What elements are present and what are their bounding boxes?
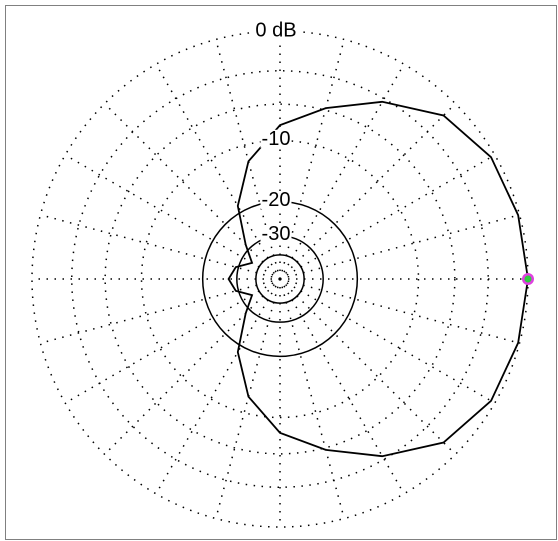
ring-label: -10 [262, 128, 291, 150]
spoke [279, 103, 456, 280]
ring-label: 0 dB [255, 19, 296, 41]
spoke [64, 278, 281, 404]
frame [5, 5, 557, 540]
spoke [155, 63, 281, 280]
ring-label-bg [260, 225, 292, 244]
spoke [279, 278, 456, 455]
grid-ring [255, 254, 305, 304]
spoke [40, 278, 281, 344]
spoke [104, 278, 281, 455]
spoke [279, 154, 496, 280]
ring-label-bg [254, 21, 298, 40]
ring-label-bg [260, 190, 292, 209]
spoke [215, 278, 281, 519]
spoke [104, 103, 281, 280]
grid-ring [71, 70, 489, 488]
spoke [155, 278, 281, 495]
spoke [64, 154, 281, 280]
ring-label-bg [260, 129, 292, 148]
ring-label: -20 [262, 189, 291, 211]
grid-ring [104, 103, 456, 455]
spoke [279, 63, 405, 280]
spoke [279, 214, 520, 280]
spoke [279, 278, 520, 344]
spoke [279, 278, 405, 495]
spoke [279, 278, 496, 404]
spoke [40, 214, 281, 280]
max-marker-core [524, 275, 532, 283]
ring-label: -30 [262, 223, 291, 245]
pattern-trace [227, 100, 529, 458]
spoke [279, 278, 345, 519]
grid-ring [140, 139, 420, 419]
